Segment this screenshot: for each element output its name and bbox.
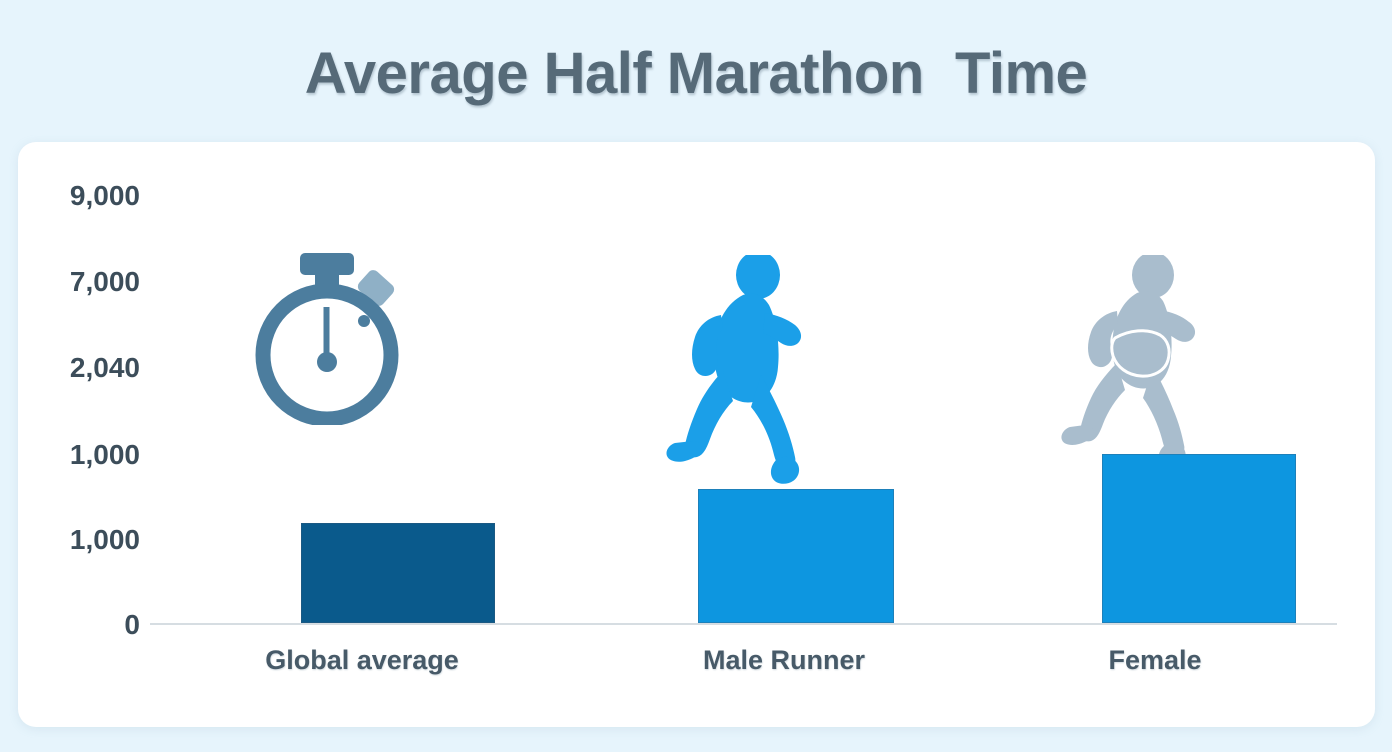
x-axis-baseline [150, 623, 1337, 625]
stopwatch-icon [255, 253, 399, 427]
page-title: Average Half Marathon Time [304, 41, 1088, 106]
male-runner-icon-wrap [665, 251, 825, 490]
female-runner-icon [1061, 252, 1196, 468]
y-axis-tick: 9,000 [69, 180, 140, 211]
y-axis-tick: 0 [124, 609, 140, 640]
stopwatch-icon-wrap [240, 245, 415, 427]
y-axis-tick: 1,000 [69, 524, 140, 555]
bar-male-runner[interactable] [698, 489, 894, 623]
female-runner-icon-wrap [1055, 252, 1220, 468]
bar-female[interactable] [1102, 454, 1296, 623]
x-axis-label-female: Female [1108, 645, 1202, 675]
y-axis-tick: 1,000 [69, 439, 140, 470]
y-axis-tick: 2,040 [69, 352, 140, 383]
bar-global-average[interactable] [301, 523, 495, 623]
male-runner-icon [666, 251, 802, 484]
x-axis-label-male-runner: Male Runner [702, 645, 866, 675]
y-axis-tick: 7,000 [69, 266, 140, 297]
x-axis-label-global-average: Global average [265, 645, 459, 675]
